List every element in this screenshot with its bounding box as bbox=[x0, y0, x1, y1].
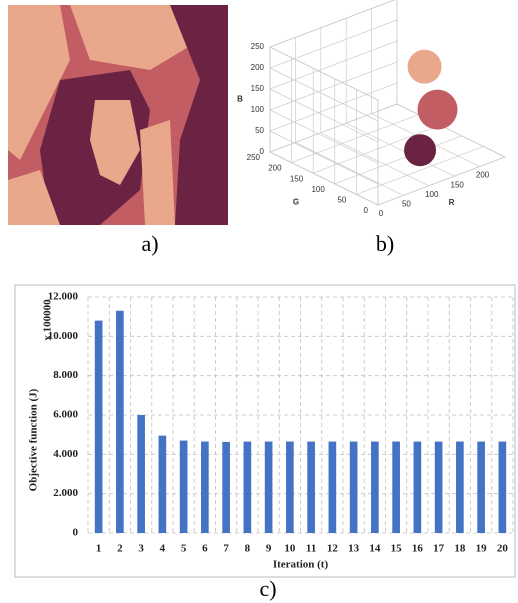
y-tick-label: 2.000 bbox=[53, 487, 78, 499]
x-tick-label: 15 bbox=[391, 543, 403, 555]
bar bbox=[435, 442, 443, 533]
z-axis-label: B bbox=[237, 95, 243, 104]
y-axis-label: G bbox=[293, 198, 299, 207]
bar bbox=[499, 442, 507, 533]
x-tick-label: 10 bbox=[284, 543, 296, 555]
x-axis-label: R bbox=[449, 198, 455, 207]
caption: c) bbox=[259, 576, 276, 601]
bar bbox=[350, 442, 358, 533]
y-tick-label: 8.000 bbox=[53, 369, 78, 381]
z-tick-label: 200 bbox=[251, 63, 265, 72]
bar bbox=[392, 442, 400, 533]
x-tick-label: 50 bbox=[402, 200, 411, 209]
bar bbox=[477, 442, 485, 533]
z-tick-label: 150 bbox=[251, 84, 265, 93]
y-tick-label: 4.000 bbox=[53, 448, 78, 460]
x-tick-label: 19 bbox=[476, 543, 488, 555]
x-tick-label: 5 bbox=[181, 543, 187, 555]
bar bbox=[222, 442, 230, 533]
x-tick-label: 7 bbox=[223, 543, 229, 555]
bar bbox=[414, 442, 422, 533]
scatter3d: 0501001502000501001502002500501001502002… bbox=[237, 0, 505, 218]
bar bbox=[371, 442, 379, 533]
x-tick-label: 0 bbox=[379, 209, 384, 218]
figure: a) b) c) 0501001502000501001502002500501… bbox=[0, 0, 518, 603]
caption: a) bbox=[141, 231, 158, 256]
bar bbox=[116, 311, 124, 533]
y-tick-label: 0 bbox=[73, 527, 79, 539]
x-tick-label: 18 bbox=[454, 543, 466, 555]
x-tick-label: 3 bbox=[138, 543, 144, 555]
y-tick-label: 50 bbox=[337, 196, 346, 205]
x-tick-label: 150 bbox=[451, 180, 465, 189]
bar bbox=[137, 415, 145, 533]
bar bbox=[244, 442, 252, 533]
x-axis-label: Iteration (t) bbox=[273, 559, 329, 571]
y-tick-label: 150 bbox=[290, 174, 304, 183]
x-tick-label: 14 bbox=[369, 543, 381, 555]
x-tick-label: 2 bbox=[117, 543, 123, 555]
bar bbox=[329, 442, 337, 533]
y-tick-label: 200 bbox=[268, 164, 282, 173]
caption: b) bbox=[376, 231, 394, 256]
point bbox=[408, 50, 442, 84]
x-tick-label: 4 bbox=[160, 543, 166, 555]
bar bbox=[180, 441, 188, 533]
bar bbox=[307, 442, 315, 533]
x-tick-label: 16 bbox=[412, 543, 424, 555]
x-tick-label: 1 bbox=[96, 543, 102, 555]
x-tick-label: 8 bbox=[245, 543, 251, 555]
bar-chart: 02.0004.0006.0008.00010.00012.0001234567… bbox=[28, 291, 513, 571]
y-tick-label: 250 bbox=[247, 153, 261, 162]
x-tick-label: 9 bbox=[266, 543, 272, 555]
y-tick-label: 6.000 bbox=[53, 409, 78, 421]
bar bbox=[95, 321, 103, 533]
x-tick-label: 12 bbox=[327, 543, 339, 555]
x-tick-label: 11 bbox=[306, 543, 316, 555]
z-tick-label: 100 bbox=[251, 105, 265, 114]
annotation: x 100000 bbox=[42, 299, 54, 341]
point bbox=[404, 134, 436, 166]
bar bbox=[201, 442, 209, 533]
x-tick-label: 6 bbox=[202, 543, 208, 555]
image-panel bbox=[8, 5, 228, 225]
z-tick-label: 0 bbox=[260, 147, 265, 156]
x-tick-label: 13 bbox=[348, 543, 360, 555]
x-tick-label: 20 bbox=[497, 543, 509, 555]
x-tick-label: 17 bbox=[433, 543, 445, 555]
y-tick-label: 100 bbox=[311, 185, 325, 194]
point bbox=[418, 90, 458, 130]
image-region bbox=[140, 120, 175, 225]
z-tick-label: 250 bbox=[251, 42, 265, 51]
x-tick-label: 100 bbox=[425, 190, 439, 199]
bar bbox=[159, 436, 167, 533]
bar bbox=[265, 442, 273, 533]
bar bbox=[456, 442, 464, 533]
y-axis-label: Objective function (J) bbox=[28, 388, 40, 491]
z-tick-label: 50 bbox=[255, 126, 264, 135]
bar bbox=[286, 442, 294, 533]
x-tick-label: 200 bbox=[476, 171, 490, 180]
y-tick-label: 0 bbox=[364, 206, 369, 215]
